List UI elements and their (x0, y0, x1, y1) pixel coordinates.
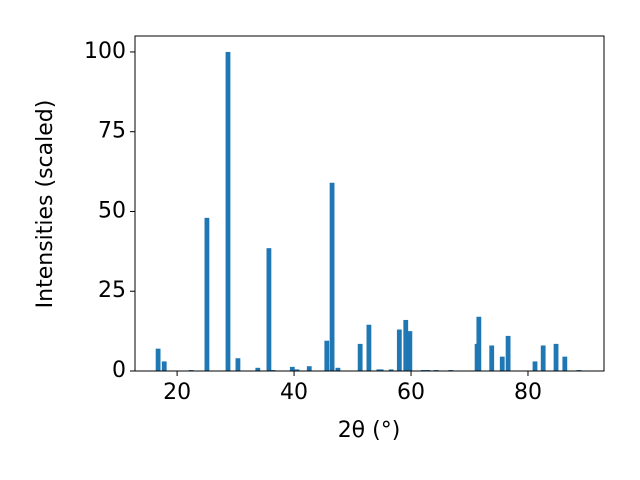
bar (329, 182, 335, 371)
bar (388, 369, 394, 371)
bar (266, 248, 272, 371)
bar (366, 324, 372, 371)
y-tick-label: 0 (112, 358, 126, 383)
bar (378, 369, 384, 371)
x-tick-label: 40 (280, 380, 308, 405)
bar (289, 366, 295, 371)
bar (540, 345, 546, 371)
y-tick-label: 50 (98, 198, 126, 223)
x-tick-label: 20 (163, 380, 191, 405)
x-tick-label: 80 (514, 380, 542, 405)
y-tick-label: 25 (98, 278, 126, 303)
bar (306, 366, 312, 371)
x-tick-label: 60 (397, 380, 425, 405)
plot-frame (134, 35, 605, 372)
bar (335, 367, 341, 371)
y-tick-label: 75 (98, 119, 126, 144)
bar (255, 367, 261, 371)
bar (155, 348, 161, 371)
bar (161, 361, 167, 371)
x-axis-label: 2θ (°) (338, 418, 401, 443)
bar (204, 217, 210, 371)
bar (476, 316, 482, 371)
bar (396, 329, 402, 371)
bar (553, 343, 559, 371)
bar (499, 356, 505, 371)
bar (294, 369, 300, 371)
bar (235, 358, 241, 371)
bar (225, 51, 231, 371)
bar (532, 361, 538, 371)
y-axis-label: Intensities (scaled) (33, 100, 58, 309)
bar (407, 331, 413, 371)
y-tick-label: 100 (84, 39, 126, 64)
bar (489, 345, 495, 371)
bar (562, 356, 568, 371)
bar (403, 319, 409, 371)
bar (505, 335, 511, 371)
bar (324, 340, 330, 371)
bar (357, 343, 363, 371)
